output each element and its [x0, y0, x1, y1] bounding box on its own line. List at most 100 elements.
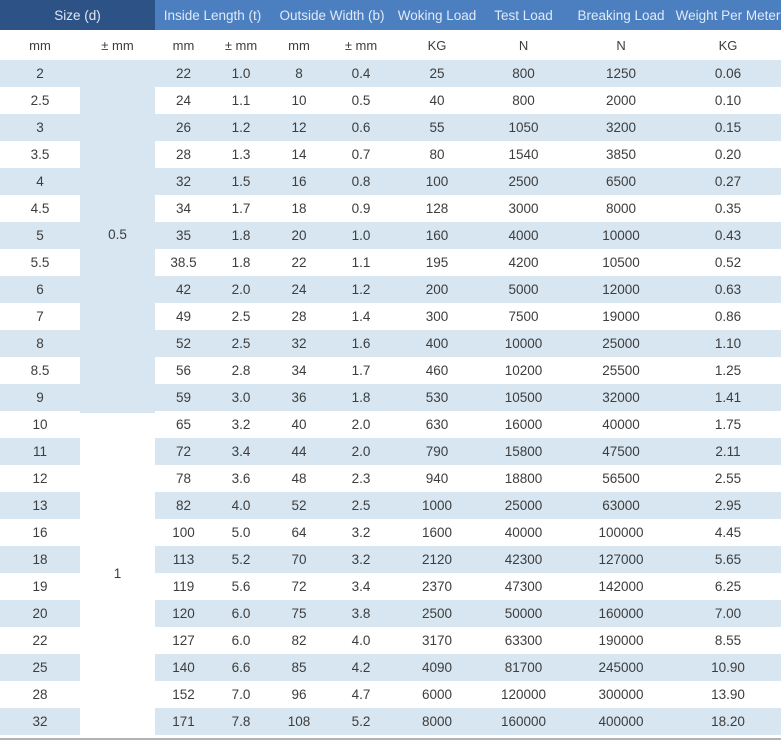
cell-outside-width-tolerance: 1.0: [328, 222, 395, 249]
cell-weight-per-meter: 0.06: [675, 60, 781, 87]
cell-working-load: 2500: [394, 600, 481, 627]
cell-size-mm: 12: [0, 465, 80, 492]
col-header-test-load: Test Load: [480, 0, 568, 30]
cell-inside-length-tolerance: 7.8: [212, 708, 271, 735]
unit-label-inside-length-mm: mm: [155, 30, 213, 60]
cell-outside-width-tolerance: 1.7: [328, 357, 395, 384]
table-row: 5.5 38.5 1.8 22 1.1 195 4200 10500 0.52: [0, 249, 781, 276]
cell-outside-width-tolerance: 4.7: [328, 681, 395, 708]
cell-inside-length-tolerance: 1.0: [212, 60, 271, 87]
table-bottom-rule: [0, 738, 781, 740]
cell-outside-width-mm: 64: [270, 519, 329, 546]
cell-breaking-load: 1250: [567, 60, 676, 87]
unit-label-outside-width-tolerance: ± mm: [328, 30, 395, 60]
cell-outside-width-mm: 24: [270, 276, 329, 303]
cell-size-mm: 10: [0, 411, 80, 438]
cell-working-load: 300: [394, 303, 481, 330]
cell-outside-width-mm: 10: [270, 87, 329, 114]
col-header-inside-length-t: Inside Length (t): [155, 0, 271, 30]
cell-working-load: 25: [394, 60, 481, 87]
cell-test-load: 5000: [480, 276, 568, 303]
cell-outside-width-tolerance: 0.7: [328, 141, 395, 168]
cell-test-load: 1050: [480, 114, 568, 141]
cell-weight-per-meter: 13.90: [675, 681, 781, 708]
cell-breaking-load: 25500: [567, 357, 676, 384]
table-body: 2 0.5 22 1.0 8 0.4 25 800 1250 0.06 2.5 24 1.1 10 0.5 4…: [0, 60, 781, 735]
cell-test-load: 4200: [480, 249, 568, 276]
unit-label-outside-width-mm: mm: [270, 30, 329, 60]
cell-working-load: 6000: [394, 681, 481, 708]
cell-working-load: 460: [394, 357, 481, 384]
cell-size-mm: 18: [0, 546, 80, 573]
unit-label-working-load: KG: [394, 30, 481, 60]
cell-size-mm: 8.5: [0, 357, 80, 384]
cell-size-mm: 11: [0, 438, 80, 465]
table-row: 13 82 4.0 52 2.5 1000 25000 63000 2.95: [0, 492, 781, 519]
cell-weight-per-meter: 2.95: [675, 492, 781, 519]
cell-breaking-load: 63000: [567, 492, 676, 519]
cell-breaking-load: 10000: [567, 222, 676, 249]
cell-working-load: 128: [394, 195, 481, 222]
cell-weight-per-meter: 7.00: [675, 600, 781, 627]
cell-outside-width-mm: 48: [270, 465, 329, 492]
cell-outside-width-mm: 96: [270, 681, 329, 708]
cell-breaking-load: 32000: [567, 384, 676, 411]
cell-outside-width-tolerance: 1.6: [328, 330, 395, 357]
cell-inside-length-tolerance: 5.6: [212, 573, 271, 600]
cell-size-mm: 4.5: [0, 195, 80, 222]
cell-weight-per-meter: 0.35: [675, 195, 781, 222]
cell-weight-per-meter: 2.55: [675, 465, 781, 492]
cell-inside-length-mm: 22: [155, 60, 213, 87]
cell-inside-length-mm: 59: [155, 384, 213, 411]
cell-inside-length-tolerance: 6.6: [212, 654, 271, 681]
cell-outside-width-tolerance: 1.1: [328, 249, 395, 276]
cell-inside-length-tolerance: 1.2: [212, 114, 271, 141]
cell-size-mm: 13: [0, 492, 80, 519]
cell-inside-length-tolerance: 1.3: [212, 141, 271, 168]
cell-size-mm: 6: [0, 276, 80, 303]
cell-inside-length-tolerance: 3.4: [212, 438, 271, 465]
cell-inside-length-mm: 24: [155, 87, 213, 114]
unit-label-inside-length-tolerance: ± mm: [212, 30, 271, 60]
cell-inside-length-mm: 82: [155, 492, 213, 519]
cell-inside-length-mm: 152: [155, 681, 213, 708]
cell-inside-length-mm: 113: [155, 546, 213, 573]
header-group-row: Size (d) Inside Length (t) Outside Width (…: [0, 0, 781, 30]
cell-inside-length-mm: 78: [155, 465, 213, 492]
cell-breaking-load: 25000: [567, 330, 676, 357]
unit-label-size-tolerance: ± mm: [80, 30, 156, 60]
cell-size-mm: 5.5: [0, 249, 80, 276]
cell-weight-per-meter: 10.90: [675, 654, 781, 681]
cell-inside-length-tolerance: 5.0: [212, 519, 271, 546]
cell-size-mm: 32: [0, 708, 80, 735]
cell-inside-length-tolerance: 6.0: [212, 627, 271, 654]
cell-weight-per-meter: 8.55: [675, 627, 781, 654]
table-row: 4.5 34 1.7 18 0.9 128 3000 8000 0.35: [0, 195, 781, 222]
col-header-woking-load: Woking Load: [394, 0, 481, 30]
cell-test-load: 10200: [480, 357, 568, 384]
cell-weight-per-meter: 0.86: [675, 303, 781, 330]
cell-working-load: 1000: [394, 492, 481, 519]
cell-weight-per-meter: 0.10: [675, 87, 781, 114]
cell-outside-width-mm: 14: [270, 141, 329, 168]
cell-test-load: 2500: [480, 168, 568, 195]
cell-weight-per-meter: 18.20: [675, 708, 781, 735]
cell-outside-width-mm: 85: [270, 654, 329, 681]
cell-working-load: 8000: [394, 708, 481, 735]
cell-inside-length-mm: 119: [155, 573, 213, 600]
cell-working-load: 1600: [394, 519, 481, 546]
cell-weight-per-meter: 2.11: [675, 438, 781, 465]
table-row: 12 78 3.6 48 2.3 940 18800 56500 2.55: [0, 465, 781, 492]
cell-test-load: 7500: [480, 303, 568, 330]
cell-outside-width-tolerance: 0.9: [328, 195, 395, 222]
table-row: 5 35 1.8 20 1.0 160 4000 10000 0.43: [0, 222, 781, 249]
cell-working-load: 530: [394, 384, 481, 411]
cell-breaking-load: 3850: [567, 141, 676, 168]
cell-breaking-load: 2000: [567, 87, 676, 114]
cell-size-mm: 3.5: [0, 141, 80, 168]
table-row: 11 72 3.4 44 2.0 790 15800 47500 2.11: [0, 438, 781, 465]
cell-outside-width-tolerance: 0.8: [328, 168, 395, 195]
cell-outside-width-tolerance: 2.5: [328, 492, 395, 519]
cell-outside-width-mm: 40: [270, 411, 329, 438]
cell-breaking-load: 40000: [567, 411, 676, 438]
